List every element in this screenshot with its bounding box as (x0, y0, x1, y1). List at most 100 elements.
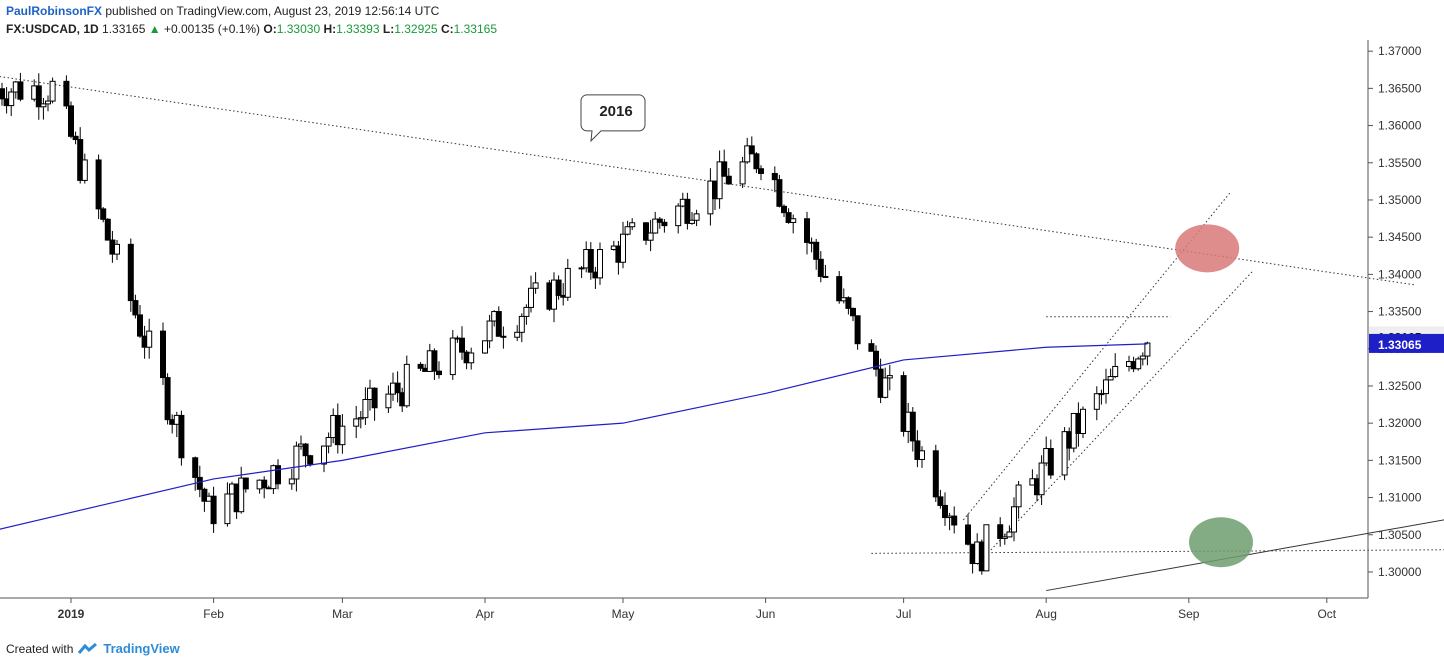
candle-down (873, 350, 879, 370)
candle-up (224, 493, 231, 525)
footer: Created with TradingView (6, 641, 180, 656)
high-label: H: (323, 22, 337, 36)
candle-down (771, 172, 778, 181)
y-tick-label: 1.37000 (1378, 44, 1422, 58)
candle-down (822, 275, 829, 278)
candle-down (845, 297, 852, 309)
candle-up (146, 330, 153, 348)
candle-up (1006, 531, 1013, 538)
callout-annotation: 2016 (580, 94, 646, 143)
published-text: published on TradingView.com, August 23,… (105, 4, 440, 18)
candle-up (238, 477, 245, 513)
open-label: O: (263, 22, 277, 36)
candle-down (721, 161, 728, 177)
candle-down (436, 370, 442, 376)
candle-up (629, 222, 636, 228)
moving-average-line (0, 343, 1148, 530)
candle-down (643, 222, 649, 241)
candle-up (1080, 408, 1086, 434)
tradingview-brand[interactable]: TradingView (103, 641, 180, 656)
candle-up (357, 417, 364, 420)
candle-down (781, 205, 787, 214)
candle-up (1061, 431, 1068, 476)
y-tick-label: 1.36500 (1378, 81, 1422, 95)
candle-up (886, 375, 893, 379)
x-tick-label: Sep (1178, 607, 1200, 621)
candle-down (804, 218, 810, 243)
candle-down (261, 479, 268, 489)
high-value: 1.33393 (336, 22, 380, 36)
candle-up (919, 450, 925, 460)
candle-down (656, 218, 663, 223)
publish-info: PaulRobinsonFX published on TradingView.… (6, 4, 439, 18)
candle-up (449, 337, 456, 376)
candle-up (45, 100, 51, 105)
candle-up (385, 393, 392, 409)
up-arrow-icon: ▲ (148, 22, 161, 36)
candle-down (431, 350, 438, 372)
candle-up (81, 159, 88, 181)
candle-up (1093, 393, 1100, 410)
candle-down (555, 279, 562, 296)
candle-down (951, 515, 958, 526)
close-value: 1.33165 (453, 22, 498, 36)
green-support-zone (1189, 517, 1253, 568)
y-tick-label: 1.32500 (1378, 379, 1422, 393)
close-label: C: (440, 22, 454, 36)
last-price: 1.33165 (102, 22, 146, 36)
trendline-drawings (0, 76, 1444, 592)
candle-up (468, 352, 475, 364)
july-low-support (871, 549, 1444, 554)
open-value: 1.33030 (276, 22, 321, 36)
candle-down (302, 443, 309, 457)
tradingview-logo-icon (78, 642, 98, 654)
x-tick-label: May (612, 607, 635, 621)
highlight-zones (1175, 224, 1253, 568)
y-tick-label: 1.31500 (1378, 453, 1422, 467)
candle-down (127, 243, 134, 302)
price-change: +0.00135 (+0.1%) (163, 22, 261, 36)
candle-down (72, 135, 79, 141)
candle-up (49, 80, 56, 102)
candle-down (0, 88, 5, 100)
x-tick-label: Feb (203, 607, 224, 621)
candle-down (776, 179, 783, 207)
candle-up (403, 363, 410, 407)
candle-up (362, 398, 369, 419)
ma-price-tag: 1.33065 (1378, 338, 1422, 352)
price-axis[interactable]: 1.37000 1.36500 1.36000 1.35500 1.35000 1.345… (1368, 44, 1444, 579)
candle-up (1098, 393, 1105, 396)
candle-up (1001, 536, 1008, 539)
candle-up (482, 340, 488, 354)
x-tick-label: Oct (1317, 607, 1336, 621)
candle-down (178, 414, 185, 459)
candle-up (1135, 358, 1142, 370)
y-tick-label: 1.33500 (1378, 305, 1422, 319)
symbol-label[interactable]: FX:USDCAD, 1D (6, 22, 99, 36)
candle-down (196, 476, 203, 490)
candle-down (836, 276, 843, 302)
candle-down (725, 175, 732, 185)
candle-down (417, 363, 424, 369)
time-axis[interactable]: 2019 Feb Mar Apr May Jun Jul Aug Sep Oct (58, 598, 1337, 621)
candle-down (275, 465, 281, 485)
candle-down (965, 524, 971, 545)
chart-plot-area (0, 40, 1369, 599)
candle-down (63, 80, 70, 107)
candle-down (104, 218, 111, 241)
candle-down (942, 504, 948, 519)
candle-down (495, 311, 502, 337)
candle-down (164, 377, 171, 421)
candle-down (394, 382, 401, 394)
candle-up (293, 445, 300, 480)
candle-down (785, 212, 792, 223)
x-tick-label: Apr (476, 607, 495, 621)
candle-up (624, 226, 631, 235)
author-name[interactable]: PaulRobinsonFX (6, 4, 102, 18)
candle-up (486, 320, 493, 342)
candle-up (325, 437, 332, 447)
y-tick-label: 1.30500 (1378, 528, 1422, 542)
low-label: L: (382, 22, 395, 36)
candlestick-series (0, 72, 1151, 575)
